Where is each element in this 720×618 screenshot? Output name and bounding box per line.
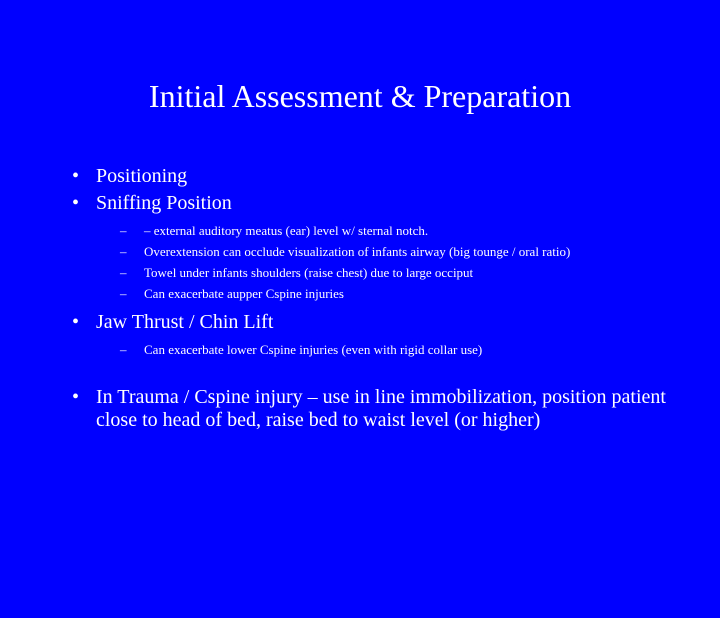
bullet-mark: – (120, 286, 144, 303)
list-item: – – external auditory meatus (ear) level… (120, 223, 690, 240)
bullet-text: Can exacerbate aupper Cspine injuries (144, 286, 690, 303)
bullet-text: In Trauma / Cspine injury – use in line … (96, 386, 690, 432)
list-item: – Towel under infants shoulders (raise c… (120, 265, 690, 282)
bullet-positioning: • Positioning (72, 165, 690, 188)
bullet-mark: – (120, 265, 144, 282)
spacer (72, 366, 690, 386)
sublist-jaw-thrust: – Can exacerbate lower Cspine injuries (… (120, 342, 690, 359)
bullet-text: Jaw Thrust / Chin Lift (96, 311, 690, 334)
slide-title: Initial Assessment & Preparation (0, 78, 720, 115)
bullet-text: Overextension can occlude visualization … (144, 244, 690, 261)
bullet-mark: – (120, 223, 144, 240)
sublist-sniffing: – – external auditory meatus (ear) level… (120, 223, 690, 303)
bullet-text: Towel under infants shoulders (raise che… (144, 265, 690, 282)
slide: Initial Assessment & Preparation • Posit… (0, 78, 720, 618)
bullet-text: – external auditory meatus (ear) level w… (144, 223, 690, 240)
bullet-mark: • (72, 311, 96, 334)
bullet-mark: – (120, 244, 144, 261)
list-item: – Overextension can occlude visualizatio… (120, 244, 690, 261)
bullet-mark: • (72, 165, 96, 188)
bullet-mark: • (72, 192, 96, 215)
bullet-text: Can exacerbate lower Cspine injuries (ev… (144, 342, 690, 359)
list-item: – Can exacerbate aupper Cspine injuries (120, 286, 690, 303)
bullet-mark: – (120, 342, 144, 359)
bullet-sniffing-position: • Sniffing Position (72, 192, 690, 215)
bullet-text: Sniffing Position (96, 192, 690, 215)
list-item: – Can exacerbate lower Cspine injuries (… (120, 342, 690, 359)
bullet-text: Positioning (96, 165, 690, 188)
bullet-trauma: • In Trauma / Cspine injury – use in lin… (72, 386, 690, 432)
bullet-mark: • (72, 386, 96, 432)
slide-content: • Positioning • Sniffing Position – – ex… (0, 165, 720, 432)
bullet-jaw-thrust: • Jaw Thrust / Chin Lift (72, 311, 690, 334)
